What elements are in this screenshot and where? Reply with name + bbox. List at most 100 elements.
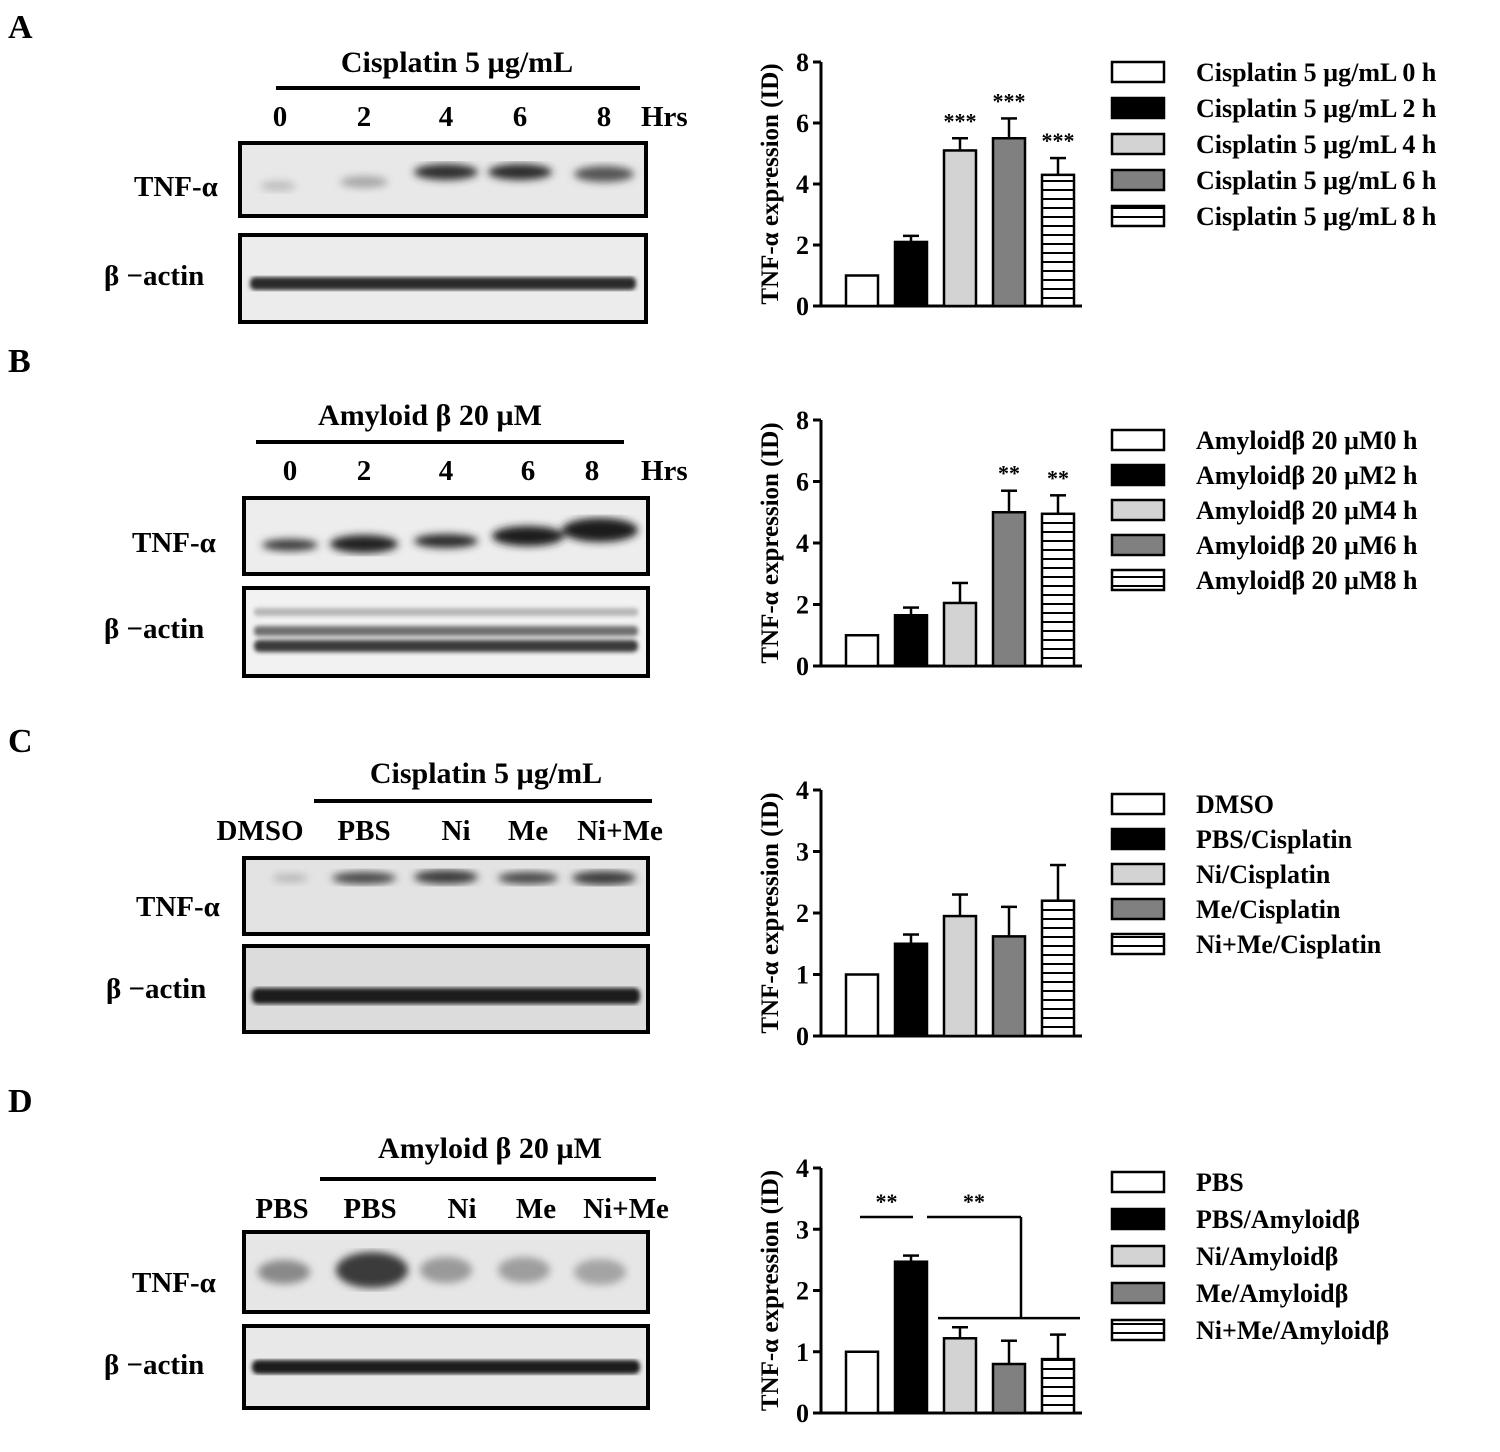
- bar: [1040, 899, 1076, 1038]
- legend-swatch: [1110, 1207, 1166, 1231]
- bar: [844, 634, 880, 668]
- legend-swatch: [1110, 204, 1166, 228]
- y-tick-label: 2: [796, 1277, 809, 1306]
- legend-swatch: [1110, 463, 1166, 487]
- bar: [893, 240, 929, 308]
- blot-d-control: PBS: [255, 1193, 308, 1225]
- bar: [893, 1260, 929, 1415]
- legend-swatch: [1110, 428, 1166, 452]
- blot-b-lane: 0: [283, 455, 298, 487]
- legend-swatch: [1110, 1281, 1166, 1305]
- y-tick-label: 0: [796, 1399, 809, 1428]
- significance-label: **: [998, 461, 1020, 486]
- blot-c-row-actin: β −actin: [106, 973, 206, 1005]
- blot-a-lane: 4: [439, 101, 454, 133]
- blot-b-tnf-bands: [262, 518, 638, 553]
- y-tick-label: 2: [796, 591, 809, 620]
- legend-label: Cisplatin 5 µg/mL 8 h: [1196, 202, 1437, 231]
- blot-a-unit: Hrs: [641, 101, 688, 133]
- legend-label: PBS/Cisplatin: [1196, 825, 1353, 854]
- blot-d-row-actin: β −actin: [104, 1349, 204, 1381]
- legend-label: Cisplatin 5 µg/mL 0 h: [1196, 58, 1437, 87]
- blot-c-lane: Ni+Me: [577, 815, 663, 847]
- legend-label: Ni+Me/Cisplatin: [1196, 930, 1382, 959]
- blot-d-row-tnf: TNF-α: [132, 1267, 216, 1299]
- blot-b-row-actin: β −actin: [104, 613, 204, 645]
- blot-c-treatment: Cisplatin 5 µg/mL: [370, 757, 602, 790]
- legend-swatch: [1110, 60, 1166, 84]
- bar: [844, 274, 880, 308]
- blot-a-lane: 8: [597, 101, 612, 133]
- legend-swatch: [1110, 1244, 1166, 1268]
- bar: [991, 1362, 1027, 1415]
- y-tick-label: 0: [796, 292, 809, 321]
- legend-swatch: [1110, 533, 1166, 557]
- blot-a-row-tnf: TNF-α: [134, 171, 218, 203]
- legend-swatch: [1110, 932, 1166, 956]
- legend-swatch: [1110, 1318, 1166, 1342]
- y-axis-label: TNF-α expression (ID): [757, 792, 784, 1033]
- y-tick-label: 4: [796, 170, 809, 199]
- legend-swatch: [1110, 897, 1166, 921]
- significance-label: ***: [993, 88, 1026, 113]
- legend-label: Amyloidβ 20 µM2 h: [1196, 461, 1418, 490]
- y-tick-label: 6: [796, 468, 809, 497]
- legend-label: Ni/Amyloidβ: [1196, 1242, 1338, 1271]
- y-tick-label: 6: [796, 109, 809, 138]
- significance-label: ***: [944, 108, 977, 133]
- legend-swatch: [1110, 168, 1166, 192]
- legend-label: Cisplatin 5 µg/mL 2 h: [1196, 94, 1437, 123]
- legend-label: Cisplatin 5 µg/mL 4 h: [1196, 130, 1437, 159]
- blot-a-lane: 2: [357, 101, 372, 133]
- significance-label: ***: [1042, 128, 1075, 153]
- bar: [942, 914, 978, 1038]
- y-tick-label: 4: [796, 776, 809, 805]
- panel-letter-a: A: [8, 9, 33, 46]
- bar: [893, 614, 929, 668]
- blot-d-lane: Ni+Me: [583, 1193, 669, 1225]
- y-axis-label: TNF-α expression (ID): [757, 1170, 784, 1411]
- blot-b-lane: 2: [357, 455, 372, 487]
- bracket-label: **: [963, 1189, 985, 1214]
- legend-swatch: [1110, 792, 1166, 816]
- legend-label: Cisplatin 5 µg/mL 6 h: [1196, 166, 1437, 195]
- bar: [942, 601, 978, 668]
- y-tick-label: 1: [796, 1338, 809, 1367]
- legend-swatch: [1110, 498, 1166, 522]
- legend-swatch: [1110, 1170, 1166, 1194]
- legend-swatch: [1110, 827, 1166, 851]
- significance-label: **: [1047, 465, 1069, 490]
- bracket-label: **: [876, 1189, 898, 1214]
- legend-label: PBS/Amyloidβ: [1196, 1205, 1360, 1234]
- y-tick-label: 4: [796, 529, 809, 558]
- chart-b: 0 2 4 6 8 TNF-α expression (ID) ** ** Amyloidβ 2…: [757, 406, 1418, 681]
- legend-swatch: [1110, 568, 1166, 592]
- bar: [844, 1350, 880, 1415]
- blot-c-lane: Ni: [442, 815, 471, 847]
- blot-c-lane: PBS: [337, 815, 390, 847]
- blot-d-lane: Me: [516, 1193, 556, 1225]
- panel-letter-b: B: [8, 343, 31, 380]
- y-axis-label: TNF-α expression (ID): [757, 422, 784, 663]
- blot-a-lane: 0: [273, 101, 288, 133]
- blot-a-actin-bands: [250, 277, 636, 290]
- chart-d: 0 1 2 3 4 TNF-α expression (ID) ** ** PBS PBS/Amy…: [757, 1154, 1389, 1428]
- blot-c-actin-bands: [252, 988, 640, 1004]
- blot-a-row-actin: β −actin: [104, 260, 204, 292]
- legend-label: PBS: [1196, 1168, 1244, 1197]
- bar: [844, 973, 880, 1038]
- y-axis-label: TNF-α expression (ID): [757, 63, 784, 304]
- bar: [991, 511, 1027, 668]
- legend-label: Amyloidβ 20 µM4 h: [1196, 496, 1418, 525]
- blot-c-row-tnf: TNF-α: [136, 891, 220, 923]
- y-tick-label: 4: [796, 1154, 809, 1183]
- blot-d: Amyloid β 20 µM PBS PBS Ni Me Ni+Me TNF-…: [104, 1132, 669, 1410]
- blot-b: Amyloid β 20 µM 0 2 4 6 8 Hrs TNF-α β −a…: [104, 399, 688, 678]
- blot-c-lane: Me: [508, 815, 548, 847]
- legend-label: DMSO: [1196, 790, 1274, 819]
- bar: [942, 149, 978, 308]
- y-tick-label: 0: [796, 652, 809, 681]
- bar: [991, 935, 1027, 1038]
